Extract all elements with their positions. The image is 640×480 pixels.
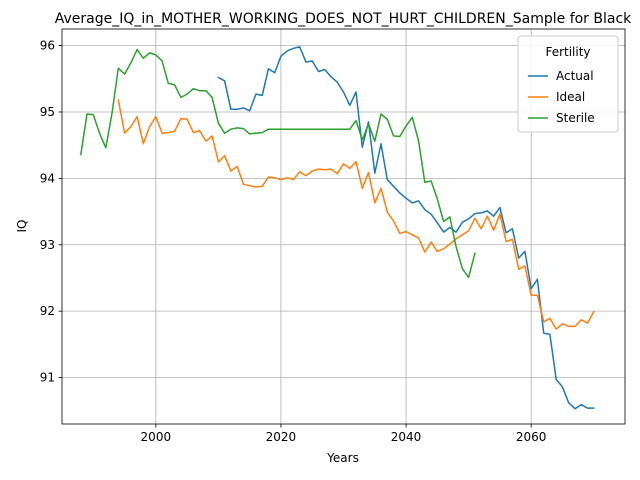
x-tick-label: 2060 [516, 430, 547, 444]
y-tick-label: 92 [40, 304, 55, 318]
plot-frame [61, 28, 626, 425]
series-line-actual [217, 46, 595, 410]
axis-ticks: 2000 2020 2040 2060 91 92 93 94 95 96 [40, 39, 547, 444]
legend-label-actual: Actual [556, 69, 594, 83]
series-line-sterile [79, 48, 476, 279]
legend-title: Fertility [545, 45, 590, 59]
y-axis-label: IQ [15, 220, 29, 233]
x-axis-label: Years [326, 451, 359, 465]
y-tick-label: 95 [40, 105, 55, 119]
x-tick-label: 2000 [141, 430, 172, 444]
x-tick-label: 2040 [391, 430, 422, 444]
legend-label-sterile: Sterile [556, 111, 595, 125]
legend-label-ideal: Ideal [556, 90, 585, 104]
legend-box [517, 35, 619, 133]
data-series [79, 46, 595, 410]
y-tick-label: 93 [40, 238, 55, 252]
x-tick-label: 2020 [266, 430, 297, 444]
y-tick-label: 94 [40, 171, 55, 185]
y-tick-label: 96 [40, 39, 55, 53]
y-tick-label: 91 [40, 371, 55, 385]
chart-title: Average_IQ_in_MOTHER_WORKING_DOES_NOT_HU… [55, 11, 632, 27]
legend: Fertility Actual Ideal Sterile [517, 35, 619, 133]
series-line-ideal [117, 99, 595, 330]
